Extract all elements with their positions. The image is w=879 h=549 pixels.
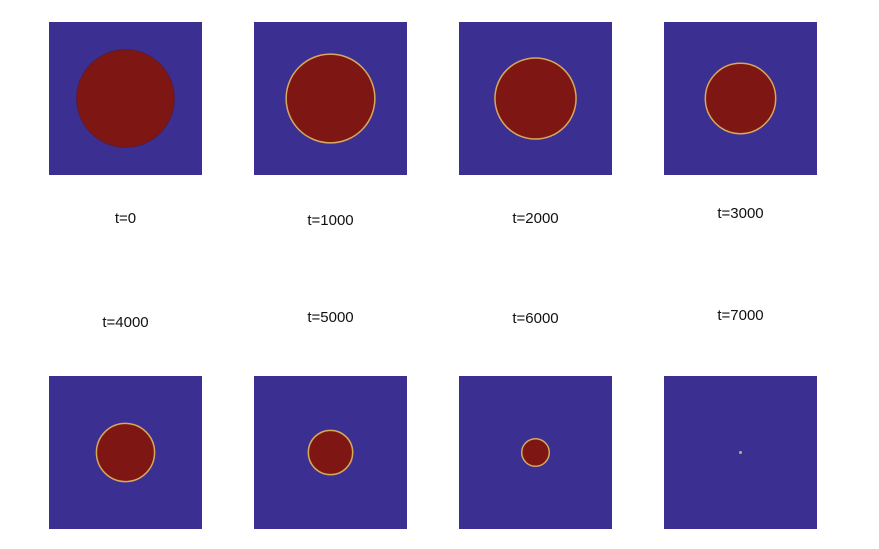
snapshot-panel-t0 <box>49 22 202 175</box>
snapshot-label-t7000: t=7000 <box>717 307 764 324</box>
droplet <box>285 53 376 144</box>
droplet <box>704 62 777 135</box>
snapshot-label-t4000: t=4000 <box>102 314 149 331</box>
snapshot-panel-t2000 <box>459 22 612 175</box>
droplet <box>520 437 551 468</box>
snapshot-svg-t3000 <box>704 62 777 135</box>
snapshot-label-t6000: t=6000 <box>512 310 559 327</box>
snapshot-panel-t4000 <box>49 376 202 529</box>
snapshot-svg-t7000 <box>738 450 743 455</box>
droplet <box>738 450 743 455</box>
droplet <box>95 422 156 483</box>
snapshot-panel-t5000 <box>254 376 407 529</box>
snapshot-label-t2000: t=2000 <box>512 210 559 227</box>
droplet <box>494 57 577 140</box>
snapshot-svg-t4000 <box>95 422 156 483</box>
snapshot-panel-t7000 <box>664 376 817 529</box>
snapshot-panel-t6000 <box>459 376 612 529</box>
snapshot-panel-t1000 <box>254 22 407 175</box>
snapshot-panel-t3000 <box>664 22 817 175</box>
droplet <box>76 49 175 148</box>
snapshot-svg-t6000 <box>520 437 551 468</box>
snapshot-svg-t1000 <box>285 53 376 144</box>
snapshot-svg-t2000 <box>494 57 577 140</box>
snapshot-label-t5000: t=5000 <box>307 309 354 326</box>
snapshot-svg-t0 <box>76 49 175 148</box>
snapshot-label-t3000: t=3000 <box>717 205 764 222</box>
snapshot-label-t1000: t=1000 <box>307 212 354 229</box>
droplet <box>307 429 354 476</box>
snapshot-svg-t5000 <box>307 429 354 476</box>
snapshot-label-t0: t=0 <box>114 210 137 227</box>
